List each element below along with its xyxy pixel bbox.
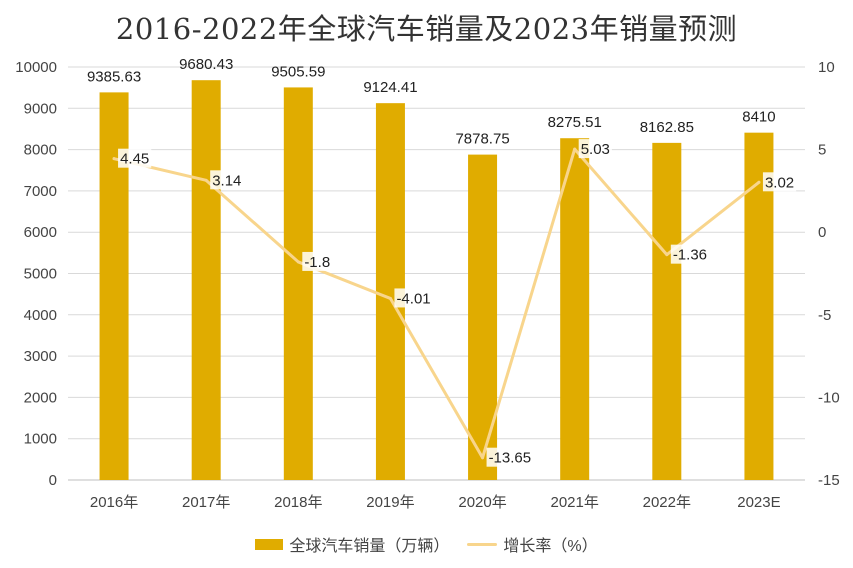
bar-data-label: 7878.75 (455, 131, 509, 148)
legend-swatch-line (467, 542, 498, 546)
bar-data-label: 9505.59 (271, 63, 325, 80)
chart-title: 2016-2022年全球汽车销量及2023年销量预测 (115, 12, 738, 46)
line-label-bg (210, 170, 244, 190)
y-left-tick-label: 1000 (24, 431, 57, 448)
y-left-tick-label: 0 (49, 472, 57, 489)
bar-data-label: 8410 (742, 109, 775, 126)
growth-rate-point (481, 456, 485, 460)
legend-item-sales: 全球汽车销量（万辆） (255, 532, 449, 556)
bar (191, 80, 221, 480)
bar-data-label: 8162.85 (640, 119, 694, 136)
bar-data-label: 9124.41 (363, 79, 417, 96)
y-left-tick-label: 10000 (15, 59, 57, 76)
line-data-label: 5.03 (581, 141, 610, 158)
y-left-tick-label: 3000 (24, 348, 57, 365)
growth-rate-point (112, 157, 116, 161)
y-left-tick-label: 2000 (24, 389, 57, 406)
legend-label-growth: 增长率（%） (503, 538, 598, 555)
line-label-bg (670, 244, 710, 264)
y-right-tick-label: -15 (818, 472, 840, 489)
x-tick-label: 2022年 (643, 494, 691, 511)
bar-data-label: 9680.43 (179, 56, 233, 73)
y-right-tick-label: 5 (818, 142, 826, 159)
line-data-label: -13.65 (489, 450, 532, 467)
line-data-label: -1.36 (673, 247, 707, 264)
bar (468, 154, 498, 481)
line-data-label: 3.02 (765, 174, 794, 191)
y-right-tick-label: 10 (818, 59, 835, 76)
line-label-bg (118, 148, 152, 168)
line-label-bg (486, 447, 534, 467)
y-right-tick-label: 0 (818, 224, 826, 241)
bar-data-label: 9385.63 (87, 68, 141, 85)
x-tick-label: 2017年 (182, 494, 230, 511)
line-data-label: 4.45 (120, 151, 149, 168)
line-data-label: -4.01 (396, 290, 430, 307)
legend: 全球汽车销量（万辆） 增长率（%） (0, 532, 853, 556)
line-data-label: 3.14 (212, 172, 241, 189)
growth-rate-point (757, 180, 761, 184)
legend-label-sales: 全球汽车销量（万辆） (289, 538, 450, 555)
y-right-tick-label: -10 (818, 389, 840, 406)
line-layer (112, 147, 761, 460)
bar (560, 138, 590, 480)
line-label-bg (762, 172, 797, 192)
x-tick-label: 2018年 (274, 494, 322, 511)
y-left-tick-label: 7000 (24, 183, 57, 200)
growth-rate-point (296, 260, 300, 264)
growth-rate-point (388, 296, 392, 300)
text-layer: 0100020003000400050006000700080009000100… (15, 56, 839, 511)
grid-layer (68, 66, 805, 481)
y-left-tick-label: 9000 (24, 100, 57, 117)
x-tick-label: 2021年 (551, 494, 599, 511)
legend-item-growth: 增长率（%） (467, 532, 598, 556)
bar-layer (99, 80, 774, 481)
line-label-bg (394, 288, 433, 308)
line-label-bg (302, 251, 333, 271)
x-tick-label: 2020年 (458, 494, 506, 511)
bar (652, 142, 682, 480)
y-left-tick-label: 8000 (24, 142, 57, 159)
y-right-tick-label: -5 (818, 307, 831, 324)
x-tick-label: 2023E (737, 494, 780, 511)
y-left-tick-label: 6000 (24, 224, 57, 241)
y-left-tick-label: 5000 (24, 266, 57, 283)
growth-rate-point (573, 147, 577, 151)
growth-rate-point (665, 253, 669, 257)
line-label-bg (578, 139, 612, 159)
x-tick-label: 2016年 (90, 494, 138, 511)
bar (283, 87, 313, 481)
growth-rate-line (112, 147, 761, 460)
x-tick-label: 2019年 (366, 494, 414, 511)
y-left-tick-label: 4000 (24, 307, 57, 324)
bar-data-label: 8275.51 (548, 114, 602, 131)
growth-rate-point (204, 178, 208, 182)
legend-swatch-bar (255, 538, 284, 550)
line-data-label: -1.8 (304, 254, 330, 271)
